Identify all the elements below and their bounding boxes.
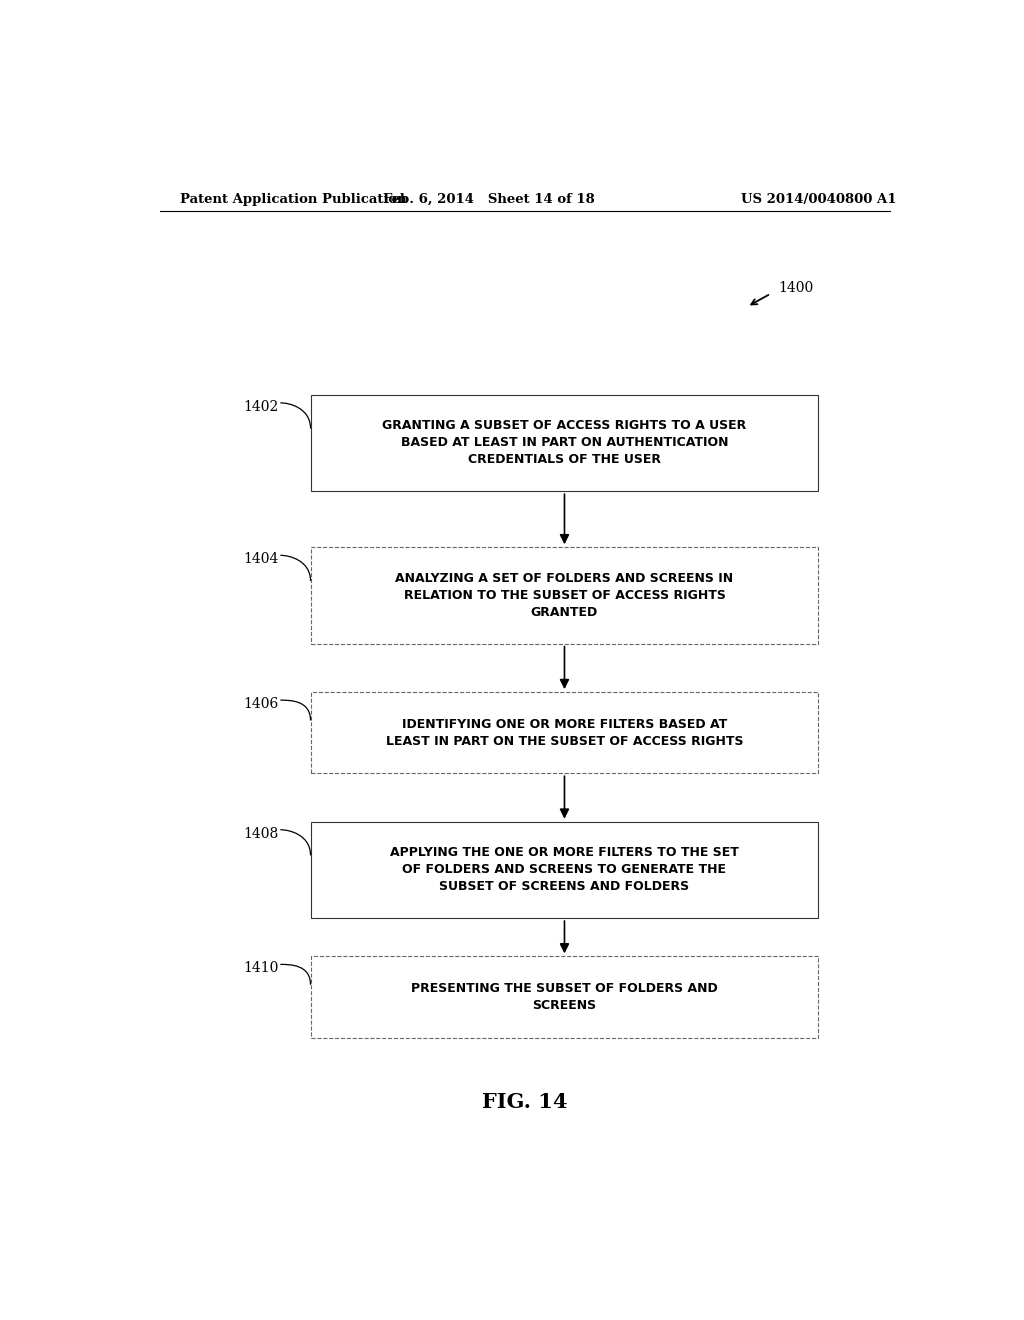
Text: 1408: 1408 bbox=[244, 826, 279, 841]
Bar bbox=[310, 548, 818, 644]
Bar bbox=[310, 821, 818, 919]
Text: 1404: 1404 bbox=[244, 552, 279, 566]
Text: Patent Application Publication: Patent Application Publication bbox=[179, 193, 407, 206]
Text: Feb. 6, 2014   Sheet 14 of 18: Feb. 6, 2014 Sheet 14 of 18 bbox=[383, 193, 595, 206]
Text: FIG. 14: FIG. 14 bbox=[482, 1092, 567, 1111]
Text: 1410: 1410 bbox=[244, 961, 279, 975]
Text: US 2014/0040800 A1: US 2014/0040800 A1 bbox=[740, 193, 896, 206]
Text: IDENTIFYING ONE OR MORE FILTERS BASED AT
LEAST IN PART ON THE SUBSET OF ACCESS R: IDENTIFYING ONE OR MORE FILTERS BASED AT… bbox=[386, 718, 743, 747]
Text: 1402: 1402 bbox=[244, 400, 279, 413]
Bar bbox=[310, 956, 818, 1038]
Bar bbox=[310, 395, 818, 491]
Bar bbox=[310, 692, 818, 774]
Text: 1406: 1406 bbox=[244, 697, 279, 711]
Text: ANALYZING A SET OF FOLDERS AND SCREENS IN
RELATION TO THE SUBSET OF ACCESS RIGHT: ANALYZING A SET OF FOLDERS AND SCREENS I… bbox=[395, 572, 733, 619]
Text: PRESENTING THE SUBSET OF FOLDERS AND
SCREENS: PRESENTING THE SUBSET OF FOLDERS AND SCR… bbox=[411, 982, 718, 1012]
Text: 1400: 1400 bbox=[778, 281, 814, 296]
Text: GRANTING A SUBSET OF ACCESS RIGHTS TO A USER
BASED AT LEAST IN PART ON AUTHENTIC: GRANTING A SUBSET OF ACCESS RIGHTS TO A … bbox=[382, 420, 746, 466]
Text: APPLYING THE ONE OR MORE FILTERS TO THE SET
OF FOLDERS AND SCREENS TO GENERATE T: APPLYING THE ONE OR MORE FILTERS TO THE … bbox=[390, 846, 739, 894]
